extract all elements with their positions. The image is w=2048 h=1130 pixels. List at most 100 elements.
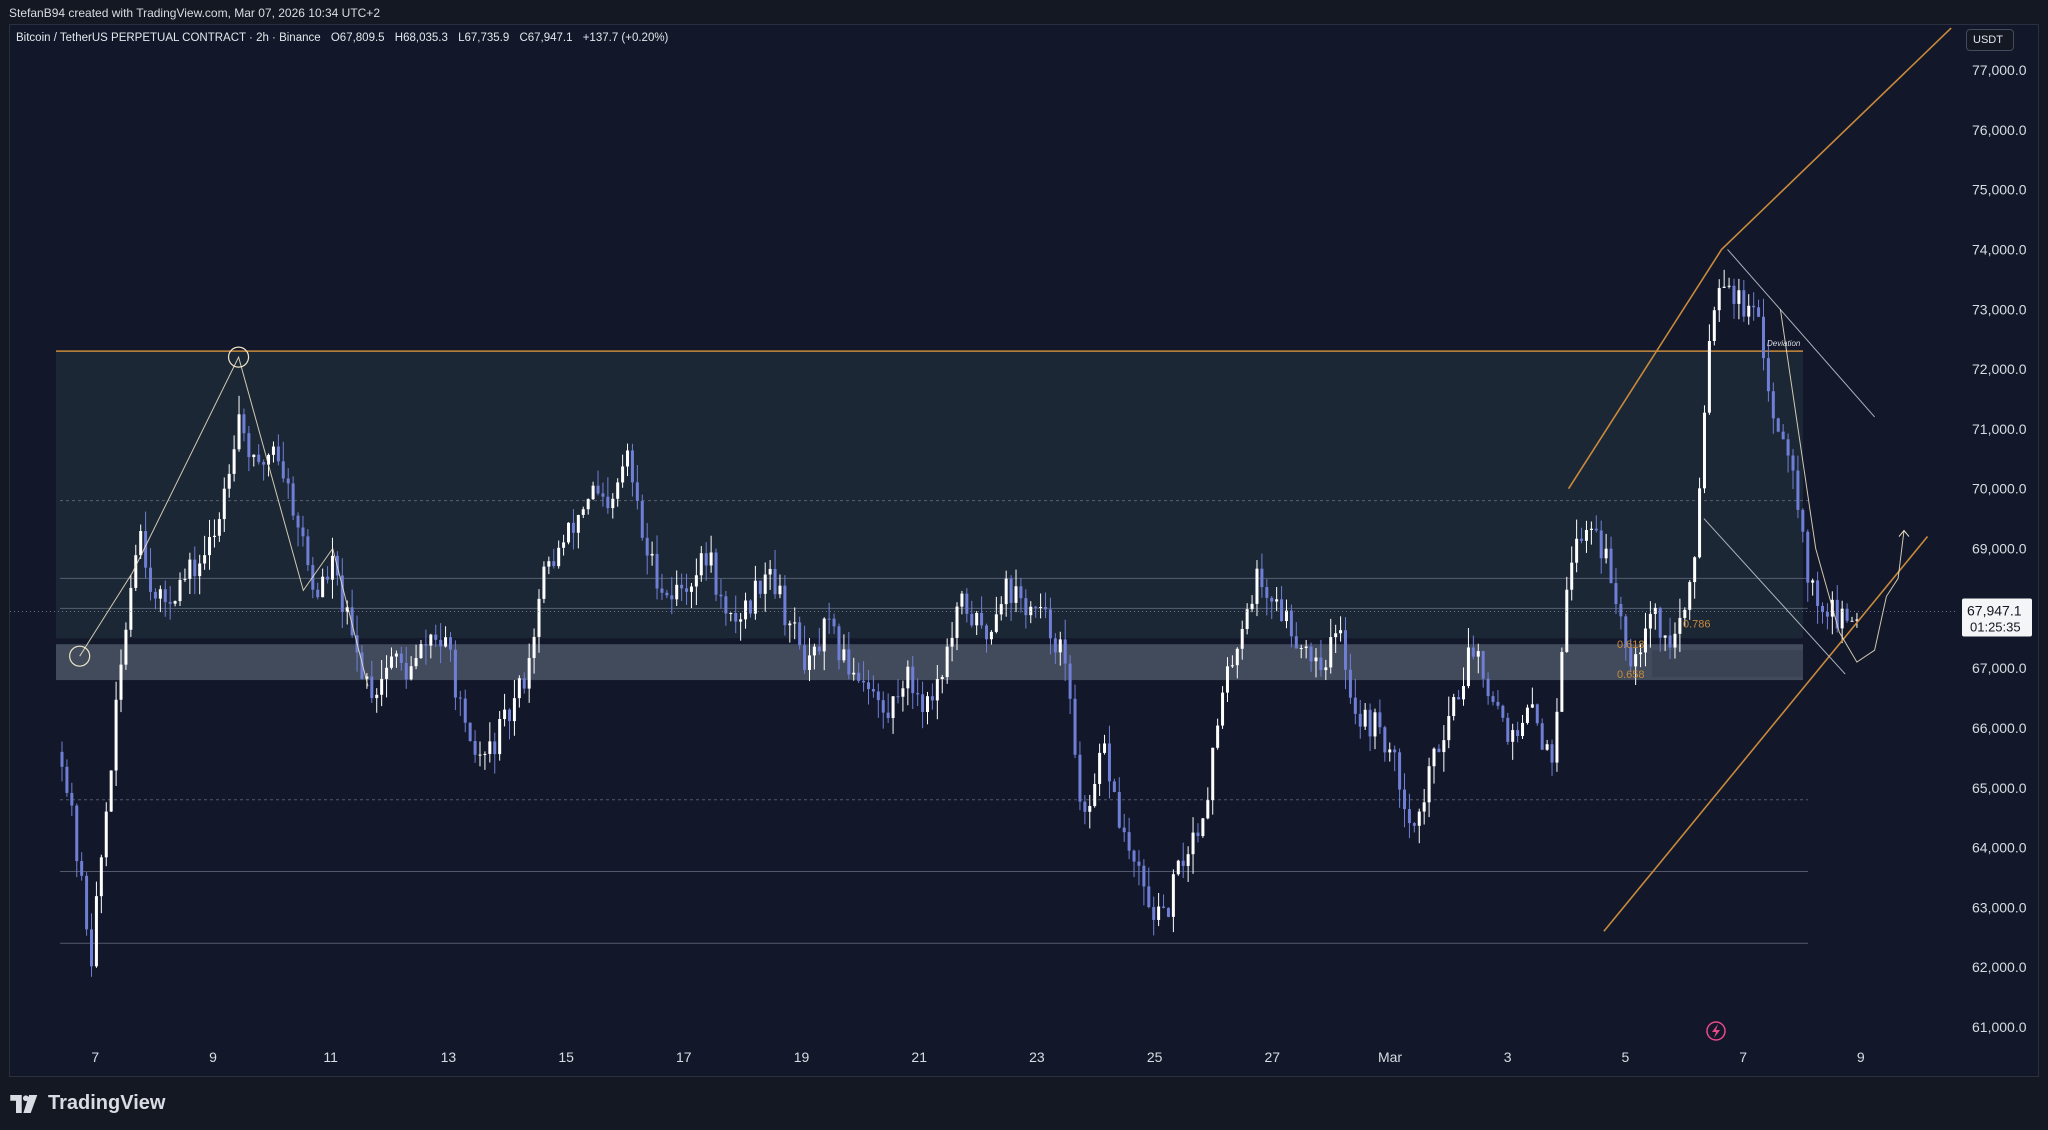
fib-label: 0.786 [1683,618,1711,630]
candle-body [65,766,69,793]
candle-body [80,861,84,876]
credit-bar: StefanB94 created with TradingView.com, … [0,0,2048,24]
candle-body [960,593,964,607]
candle-body [498,719,502,755]
candle-body [940,676,944,680]
candle-body [1452,697,1456,717]
candle-body [1034,606,1038,608]
candle-body [1378,712,1382,728]
candle-body [247,433,251,458]
candle-body [1589,528,1593,531]
candle-body [193,559,197,577]
tradingview-brand[interactable]: TradingView [10,1092,165,1115]
candle-body [1604,548,1608,559]
candle-body [1781,431,1785,440]
candle-body [1521,722,1525,737]
current-price-value: 67,947.1 [1967,602,2022,618]
candle-body [576,514,580,533]
candle-body [621,466,625,483]
candle-body [729,612,733,614]
time-tick-label: 3 [1504,1049,1512,1065]
candle-body [1329,637,1333,668]
candle-body [685,588,689,592]
swing-low-marker [69,645,91,667]
time-tick-label: 7 [1739,1049,1747,1065]
candle-body [1668,635,1672,648]
candle-body [1619,604,1623,617]
time-tick-label: 9 [209,1049,217,1065]
candle-body [753,580,757,614]
candle-body [1260,568,1264,588]
candle-body [675,584,679,600]
candle-body [517,678,521,699]
candle-body [1334,633,1338,638]
candle-body [1717,287,1721,311]
candle-body [975,612,979,626]
candle-body [478,754,482,756]
candle-body [645,537,649,556]
candle-body [188,559,192,579]
candle-body [139,531,143,556]
time-tick-label: 13 [441,1049,457,1065]
candle-body [473,741,477,755]
candle-body [1466,647,1470,687]
candle-body [1137,861,1141,866]
currency-selector[interactable]: USDT [1966,29,2014,51]
candle-body [1580,538,1584,541]
candle-body [1629,647,1633,667]
candle-body [1594,528,1598,531]
candle-body [596,485,600,494]
candle-body [1211,747,1215,801]
candle-body [606,496,610,509]
candle-body [930,696,934,701]
candle-body [980,612,984,626]
credit-text: StefanB94 created with TradingView.com, … [9,6,380,20]
candle-body [1663,635,1667,638]
candle-body [1678,617,1682,634]
swing-high-marker [227,346,250,368]
candle-body [104,811,108,858]
candle-body [85,875,89,930]
candle-body [1535,704,1539,724]
candle-body [935,679,939,701]
candle-body [1157,906,1161,920]
candle-body [394,653,398,657]
candle-body [778,585,782,595]
symbol-name: Bitcoin / TetherUS PERPETUAL CONTRACT · … [16,32,321,44]
candle-body [463,698,467,723]
candle-body [1383,727,1387,753]
candle-body [1707,340,1711,413]
candle-body [1240,628,1244,649]
candle-body [788,623,792,626]
candle-body [1712,310,1716,341]
candle-body [1737,290,1741,304]
candle-body [99,857,103,897]
candle-body [503,709,507,720]
candle-body [1722,286,1726,288]
candle-body [822,618,826,652]
candle-body [1437,748,1441,753]
candle-body [601,493,605,497]
candle-body [1742,290,1746,317]
candle-body [812,646,816,656]
candle-body [1806,531,1810,583]
candle-body [1152,907,1156,920]
candle-body [1525,707,1529,723]
ohlc-open: O67,809.5 [330,32,385,44]
candle-body [1496,701,1500,706]
candle-body [1427,766,1431,803]
candle-body [1191,832,1195,855]
brand-name: TradingView [48,1092,166,1114]
candle-body [1103,743,1107,753]
candle-body [1058,639,1062,653]
candle-body [1122,827,1126,833]
alert-lightning-icon[interactable] [1706,1021,1726,1041]
candle-body [670,595,674,600]
candle-body [439,639,443,647]
candle-body [1698,488,1702,558]
candle-body [650,553,654,556]
candle-body [925,696,929,712]
candle-body [950,637,954,647]
candle-body [296,515,300,528]
